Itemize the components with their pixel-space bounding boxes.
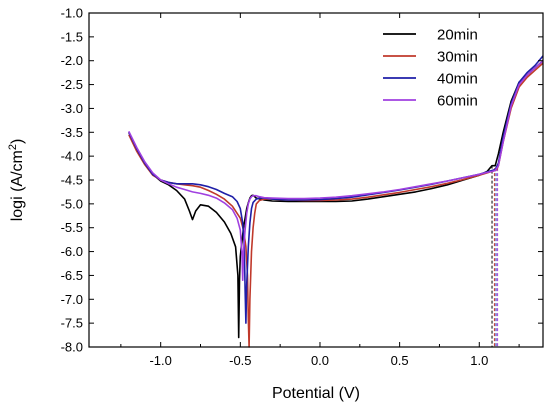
y-axis-title-close: ) [9,139,26,144]
y-axis-title-main: logi (A/cm [9,150,26,221]
y-tick-label: -5.0 [61,196,83,211]
legend-label: 30min [437,49,478,66]
y-axis: -8.0 -7.5 -7.0 -6.5 -6.0 -5.5 -5.0 -4.5 -4.0 -3.5… [61,6,543,355]
plot-layer [128,55,544,348]
y-tick-label: -6.5 [61,268,83,283]
y-axis-title: logi (A/cm2) [7,139,26,222]
legend-label: 40min [437,71,478,88]
y-tick-label: -7.5 [61,316,83,331]
x-tick-label: 1.0 [470,353,488,368]
y-tick-label: -7.0 [61,292,83,307]
y-tick-label: -1.5 [61,29,83,44]
x-axis: -1.0 -0.5 0.0 0.5 1.0 [120,13,520,368]
y-tick-label: -3.0 [61,101,83,116]
y-tick-label: -5.5 [61,220,83,235]
y-tick-label: -8.0 [61,340,83,355]
x-tick-label: -0.5 [229,353,251,368]
y-tick-label: -6.0 [61,244,83,259]
y-tick-label: -1.0 [61,6,83,21]
x-tick-label: -1.0 [149,353,171,368]
y-tick-label: -2.5 [61,77,83,92]
x-tick-label: 0.0 [311,353,329,368]
y-tick-label: -4.5 [61,173,83,188]
y-tick-label: -3.5 [61,125,83,140]
y-tick-label: -2.0 [61,53,83,68]
y-tick-label: -4.0 [61,149,83,164]
x-axis-title: Potential (V) [272,385,360,402]
x-tick-label: 0.5 [391,353,409,368]
series-line-60min [128,60,544,282]
legend-label: 20min [437,27,478,44]
legend-label: 60min [437,93,478,110]
legend: 20min 30min 40min 60min [383,27,478,110]
y-axis-title-sup: 2 [7,144,19,150]
